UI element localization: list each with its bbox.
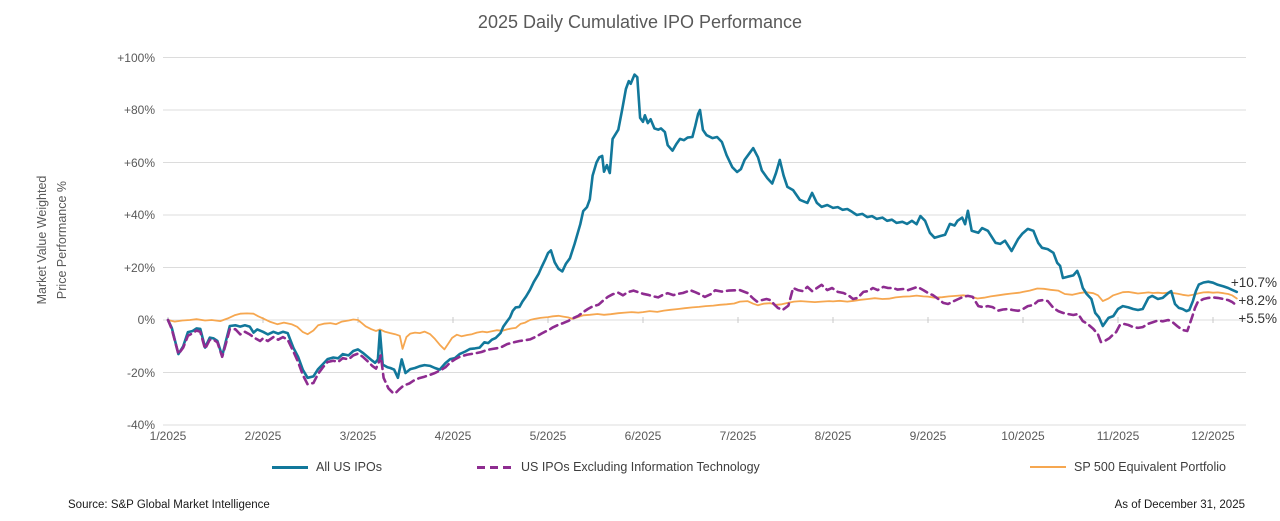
x-axis-tick-label: 11/2025 bbox=[1096, 429, 1140, 443]
end-label-ex-it: +5.5% bbox=[1238, 311, 1277, 326]
legend-item-us-ipos-excluding-it: US IPOs Excluding Information Technology bbox=[477, 458, 760, 476]
x-axis-tick-label: 8/2025 bbox=[814, 429, 852, 443]
y-axis-tick-label: 0% bbox=[137, 313, 155, 327]
x-axis-tick-label: 9/2025 bbox=[909, 429, 947, 443]
y-axis-tick-label: -20% bbox=[126, 365, 155, 380]
chart-title: 2025 Daily Cumulative IPO Performance bbox=[477, 12, 803, 32]
x-axis-tick-label: 7/2025 bbox=[719, 429, 757, 443]
legend-label: US IPOs Excluding Information Technology bbox=[521, 460, 760, 474]
x-axis-tick-label: 10/2025 bbox=[1001, 429, 1045, 443]
y-axis-tick-label: -40% bbox=[126, 418, 155, 432]
legend-swatch-solid-orange-line bbox=[1030, 466, 1066, 468]
source-attribution: Source: S&P Global Market Intelligence bbox=[68, 499, 270, 511]
as-of-date: As of December 31, 2025 bbox=[1114, 499, 1245, 511]
y-axis-tick-label: +60% bbox=[123, 155, 155, 170]
legend-item-all-us-ipos: All US IPOs bbox=[272, 458, 382, 476]
legend-swatch-dashed-purple-line bbox=[477, 465, 513, 469]
x-axis-tick-label: 1/2025 bbox=[149, 429, 187, 443]
x-axis-tick-label: 5/2025 bbox=[529, 429, 567, 443]
x-axis-tick-label: 3/2025 bbox=[339, 429, 377, 443]
x-axis-tick-label: 6/2025 bbox=[624, 429, 662, 443]
end-label-sp500: +8.2% bbox=[1238, 293, 1277, 308]
series-end-value-labels: +10.7% +8.2% +5.5% bbox=[1231, 274, 1277, 328]
y-axis-tick-label: +80% bbox=[123, 103, 155, 117]
x-axis-tick-label: 12/2025 bbox=[1191, 429, 1235, 443]
x-axis-tick-label: 4/2025 bbox=[434, 429, 472, 443]
x-axis-tick-label: 2/2025 bbox=[244, 429, 282, 443]
y-axis-tick-label: +20% bbox=[123, 260, 155, 275]
legend-label: SP 500 Equivalent Portfolio bbox=[1074, 460, 1226, 474]
y-axis-tick-label: +40% bbox=[123, 208, 155, 222]
legend-swatch-solid-teal-line bbox=[272, 465, 308, 469]
legend-label: All US IPOs bbox=[316, 460, 382, 474]
end-label-all-us-ipos: +10.7% bbox=[1230, 275, 1277, 290]
y-axis-tick-label: +100% bbox=[117, 50, 155, 65]
legend-item-sp500-equivalent: SP 500 Equivalent Portfolio bbox=[1030, 458, 1226, 476]
